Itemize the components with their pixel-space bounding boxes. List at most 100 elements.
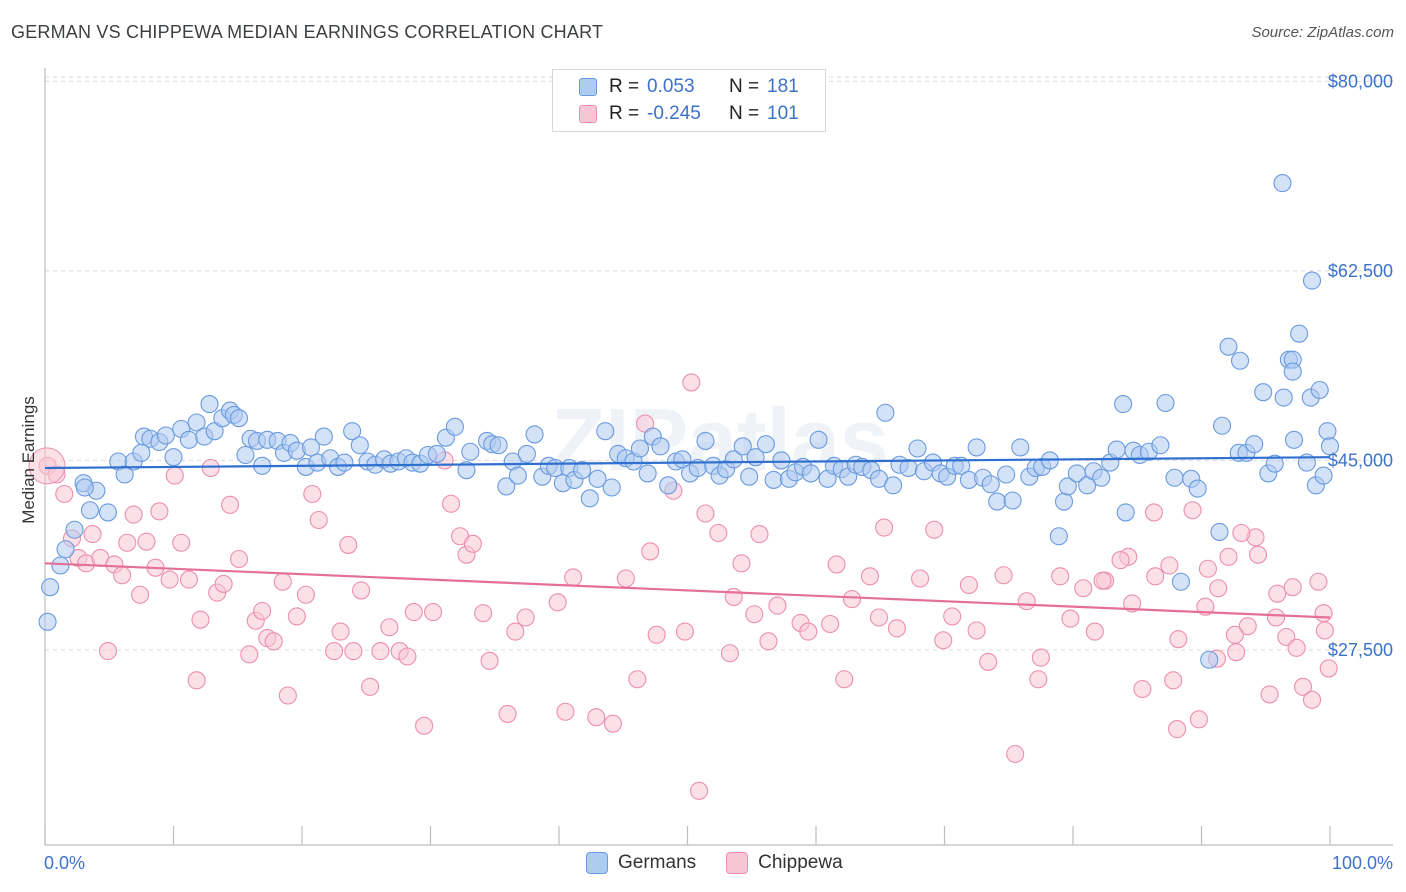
german-point (1188, 479, 1207, 498)
chippewa-point (240, 645, 259, 664)
chippewa-point (690, 781, 709, 800)
grid-lines (45, 76, 1393, 651)
chippewa-point (344, 642, 363, 661)
legend-item-germans[interactable]: Germans (586, 852, 696, 874)
chippewa-legend-label: Chippewa (758, 852, 843, 873)
correlation-legend: R = 0.053 N = 181 R = -0.245 N = 101 (552, 69, 826, 132)
german-point (908, 439, 927, 458)
german-point (638, 464, 657, 483)
german-point (1320, 437, 1340, 456)
chippewa-point (191, 610, 210, 629)
chippewa-point (1168, 720, 1187, 739)
german-point (65, 520, 84, 539)
chippewa-point (696, 504, 715, 523)
legend-item-chippewa[interactable]: Chippewa (726, 852, 843, 874)
chippewa-point (1051, 567, 1070, 586)
chippewa-point (682, 373, 701, 392)
german-point (884, 476, 903, 495)
german-point (1290, 324, 1309, 343)
chippewa-point (827, 555, 846, 574)
chart-title: GERMAN VS CHIPPEWA MEDIAN EARNINGS CORRE… (11, 22, 604, 42)
chippewa-point (201, 458, 220, 478)
german-point (164, 448, 183, 467)
german-point (1284, 430, 1304, 449)
german-point (630, 439, 650, 458)
german-point (997, 465, 1016, 484)
series-legend: Germans Chippewa (586, 852, 873, 874)
chippewa-point (675, 622, 694, 641)
german-point (115, 465, 134, 484)
german-point (236, 445, 255, 465)
german-point (1165, 468, 1184, 487)
chippewa-point (603, 714, 623, 733)
chippewa-point (1283, 578, 1302, 597)
german-point (80, 501, 100, 520)
chippewa-point (1314, 604, 1333, 623)
chippewa-points (28, 373, 1338, 800)
chippewa-point (994, 566, 1013, 585)
chippewa-point (325, 642, 344, 661)
r-label: R = (609, 103, 640, 124)
german-point (988, 492, 1007, 511)
german-point (187, 413, 206, 432)
chippewa-point (934, 631, 953, 650)
r-value: -0.245 (647, 103, 701, 124)
chippewa-point (1160, 556, 1179, 575)
chippewa-point (821, 614, 840, 634)
chippewa-point (113, 566, 132, 585)
chippewa-point (1315, 621, 1334, 640)
chippewa-point (1029, 670, 1048, 689)
chippewa-point (979, 652, 998, 671)
axis-labels: $80,000 $62,500 $45,000 $27,500 0.0% 100.0% (44, 71, 1393, 873)
german-point (335, 453, 354, 472)
chippewa-point (506, 622, 525, 641)
chippewa-point (1302, 690, 1322, 709)
german-point (756, 435, 775, 454)
chippewa-point (1268, 584, 1287, 603)
chippewa-point (1248, 545, 1268, 564)
german-point (764, 470, 783, 489)
chippewa-point (131, 585, 150, 604)
chippewa-point (1309, 572, 1328, 591)
chippewa-point (556, 702, 575, 721)
german-point (740, 467, 759, 486)
german-point (1310, 380, 1329, 400)
german-point (1213, 416, 1232, 435)
chippewa-point (179, 570, 198, 589)
chippewa-point (1293, 677, 1313, 696)
chippewa-point (887, 619, 907, 638)
chippewa-point (150, 502, 169, 521)
chippewa-point (842, 590, 862, 609)
chippewa-point (911, 569, 930, 588)
legend-row-chippewa: R = -0.245 N = 101 (579, 101, 799, 127)
chippewa-point (160, 570, 179, 589)
chippewa-point (835, 670, 854, 689)
chippewa-point (480, 651, 499, 670)
chippewa-point (28, 447, 66, 485)
legend-row-germans: R = 0.053 N = 181 (579, 74, 799, 100)
german-point (75, 478, 94, 497)
chippewa-point (339, 535, 358, 554)
chippewa-point (564, 568, 583, 587)
y-tick-label: $45,000 (1328, 450, 1393, 470)
german-point (899, 458, 918, 478)
german-point (1171, 572, 1190, 591)
chippewa-point (1146, 567, 1165, 586)
chippewa-point (1061, 609, 1080, 628)
german-point (200, 395, 219, 414)
chippewa-point (1093, 571, 1112, 590)
german-point (461, 442, 480, 461)
german-point (56, 540, 75, 559)
chippewa-point (1266, 608, 1286, 627)
chippewa-point (278, 686, 297, 705)
german-point (952, 456, 971, 475)
x-tick-label: 100.0% (1332, 853, 1393, 873)
chippewa-point (1319, 659, 1338, 678)
german-point (427, 444, 446, 463)
german-trend-line (44, 456, 1331, 470)
chippewa-point (1017, 592, 1036, 611)
german-point (1318, 422, 1337, 441)
chippewa-point (1287, 638, 1306, 657)
chippewa-point (1006, 744, 1025, 764)
